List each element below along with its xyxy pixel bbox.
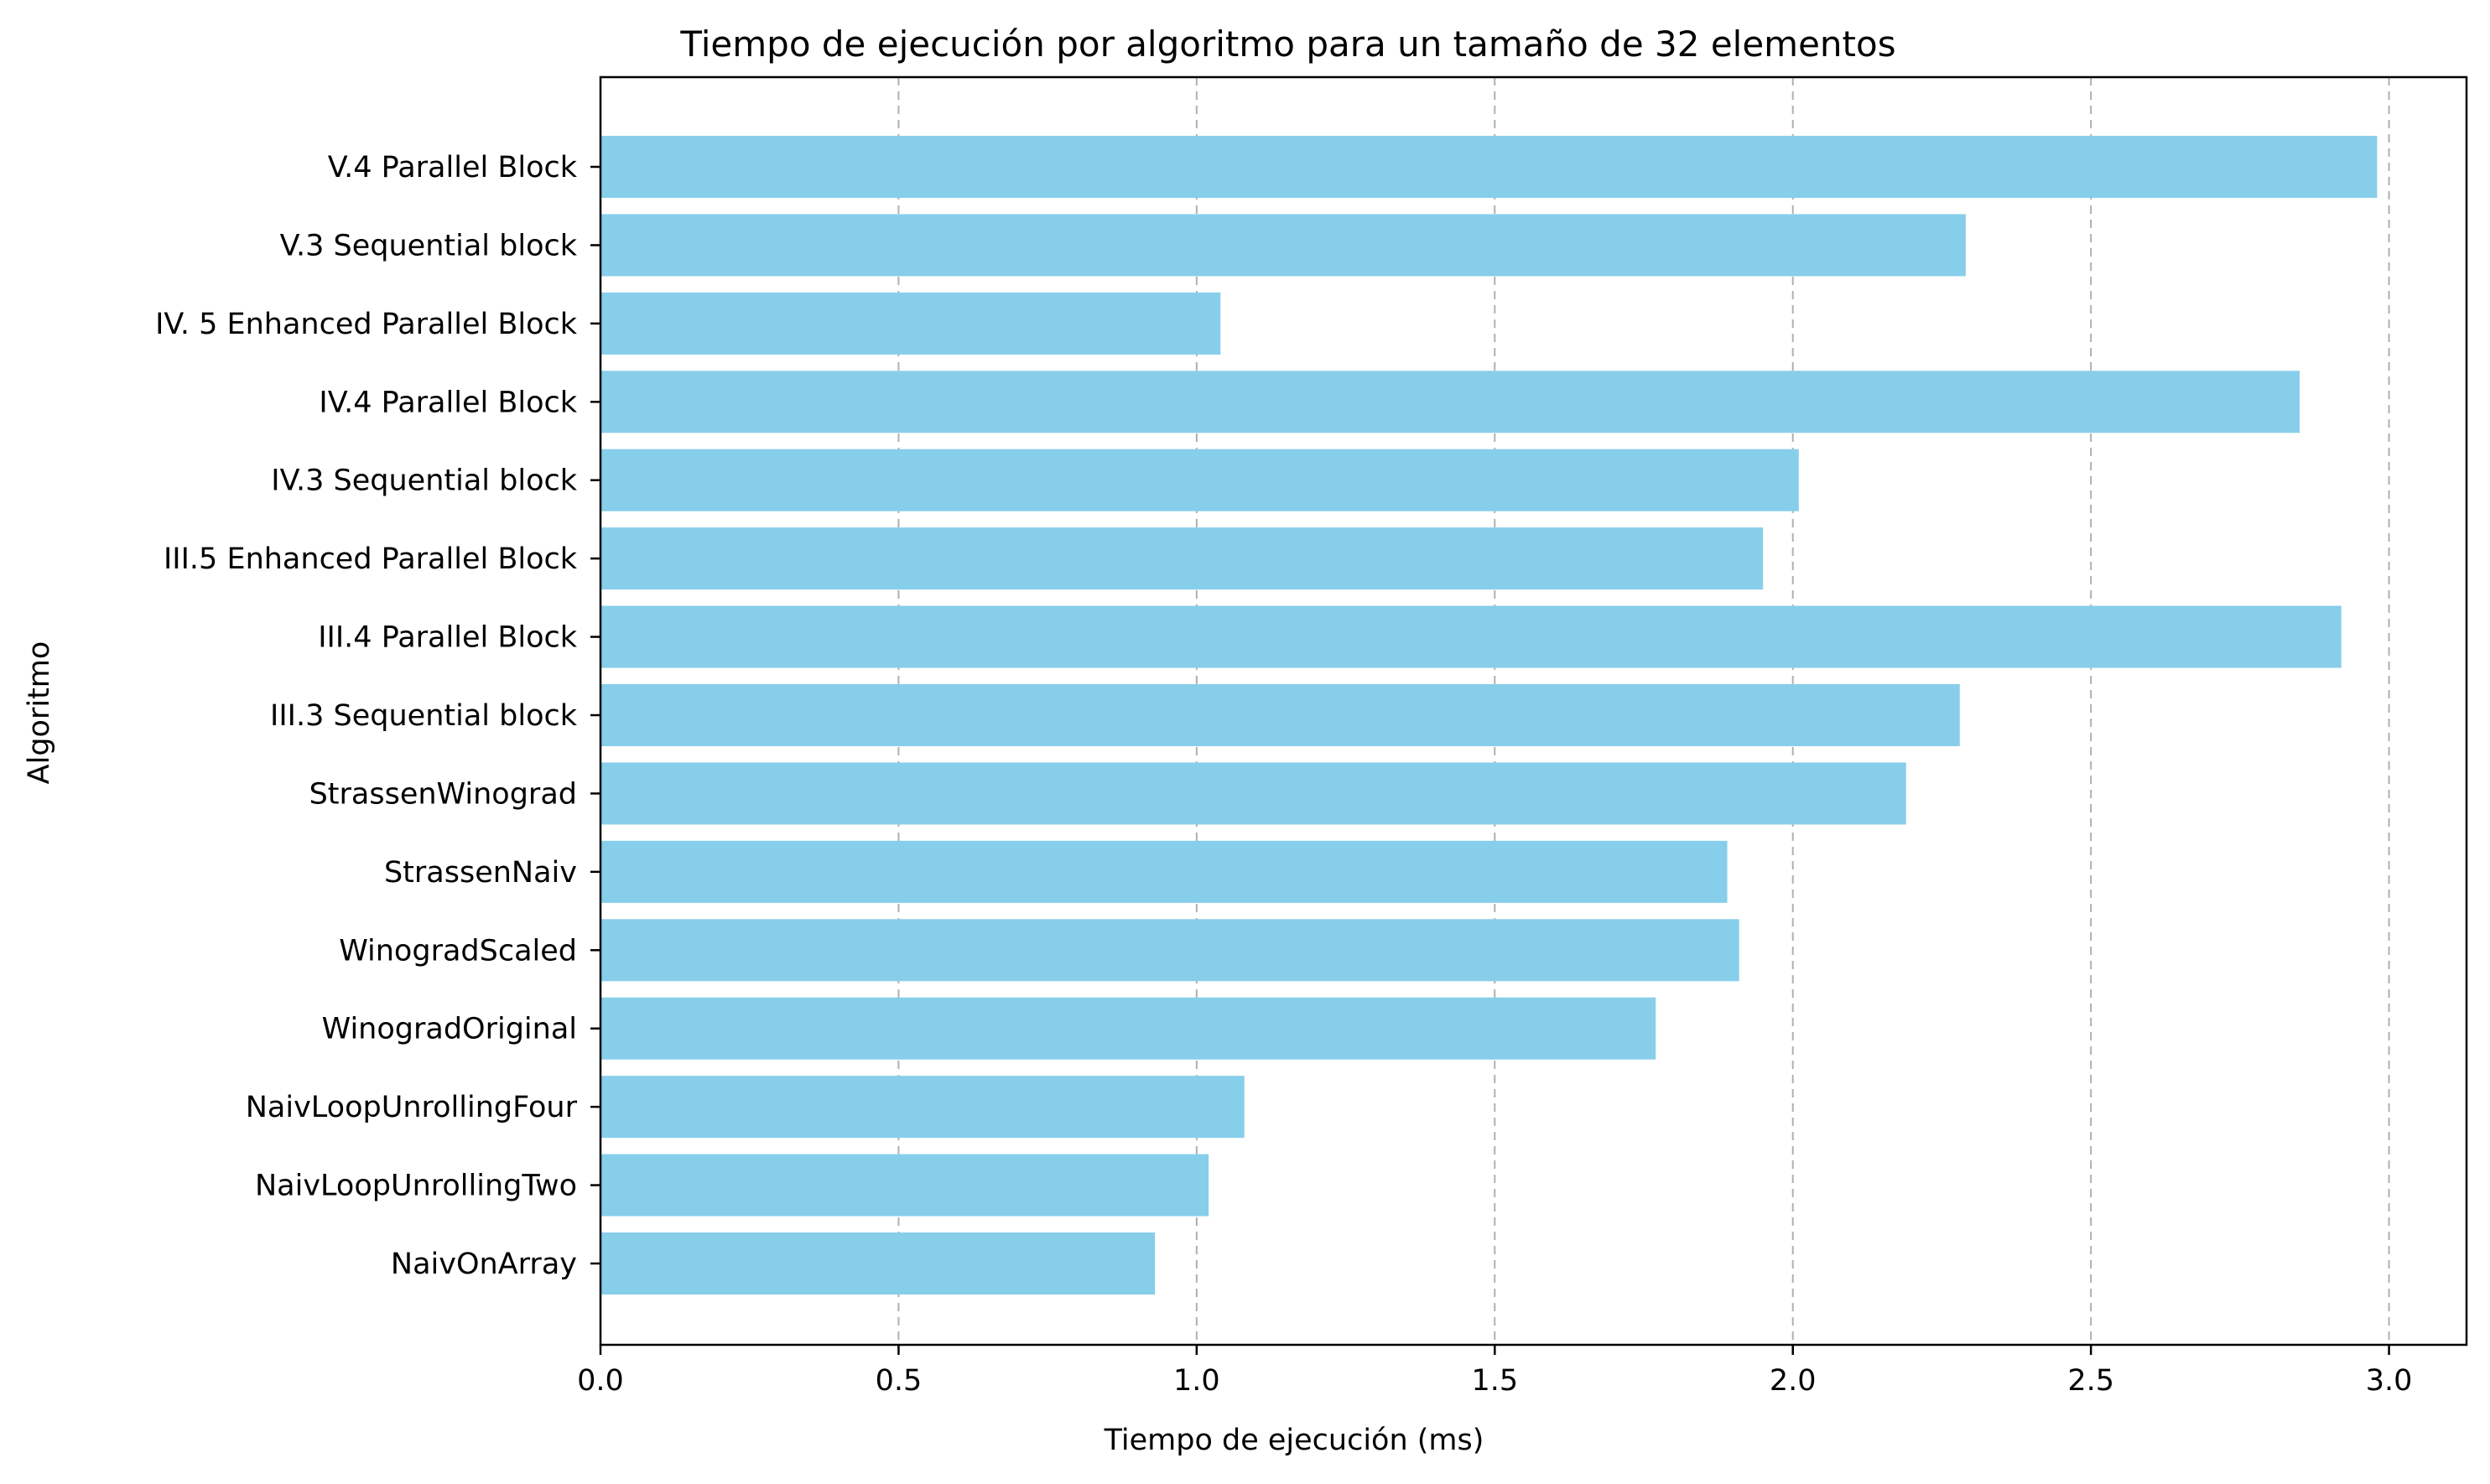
bar [600,1154,1209,1217]
bar [600,371,2300,433]
bar [600,605,2342,668]
y-tick-label: III.3 Sequential block [270,699,578,733]
y-tick-label: WinogradOriginal [322,1013,577,1046]
bar [600,214,1966,277]
x-tick-label: 1.5 [1471,1364,1518,1398]
y-tick-label: III.5 Enhanced Parallel Block [164,542,578,576]
bar [600,997,1656,1060]
y-tick-label: IV.3 Sequential block [271,464,577,498]
bar [600,1232,1156,1295]
x-tick-label: 0.0 [577,1364,624,1398]
bar [600,684,1960,746]
bar [600,449,1799,511]
y-tick-label: NaivLoopUnrollingFour [246,1091,578,1124]
bar [600,762,1906,825]
axes: 0.0 0.5 1.0 1.5 2.0 2.5 3.0 NaivOnArray NaivLoop… [155,75,2468,1398]
y-tick-label: IV. 5 Enhanced Parallel Block [155,308,578,341]
bar [600,919,1739,982]
bars [600,136,2378,1295]
x-tick-label: 2.0 [1770,1364,1817,1398]
chart-title: Tiempo de ejecución por algoritmo para u… [679,23,1895,65]
x-axis-label: Tiempo de ejecución (ms) [1104,1424,1484,1457]
y-tick-label: WinogradScaled [339,934,577,968]
y-tick-label: NaivLoopUnrollingTwo [255,1170,577,1203]
plot-frame [599,75,2468,1346]
y-tick-label: IV.4 Parallel Block [319,386,577,419]
bar [600,1076,1245,1139]
y-tick-label: StrassenWinograd [309,777,577,811]
x-tick-label: 2.5 [2067,1364,2114,1398]
y-tick-label: V.3 Sequential block [280,229,578,262]
bar [600,840,1728,903]
y-tick-label: III.4 Parallel Block [318,621,578,655]
x-tick-label: 0.5 [876,1364,923,1398]
y-tick-label: V.4 Parallel Block [328,151,578,184]
bar [600,527,1764,590]
bar [600,136,2378,198]
bar [600,292,1221,355]
y-axis-label: Algoritmo [23,641,56,785]
x-tick-label: 1.0 [1173,1364,1220,1398]
x-tick-label: 3.0 [2366,1364,2413,1398]
y-tick-label: NaivOnArray [391,1248,577,1281]
y-tick-label: StrassenNaiv [384,856,577,890]
